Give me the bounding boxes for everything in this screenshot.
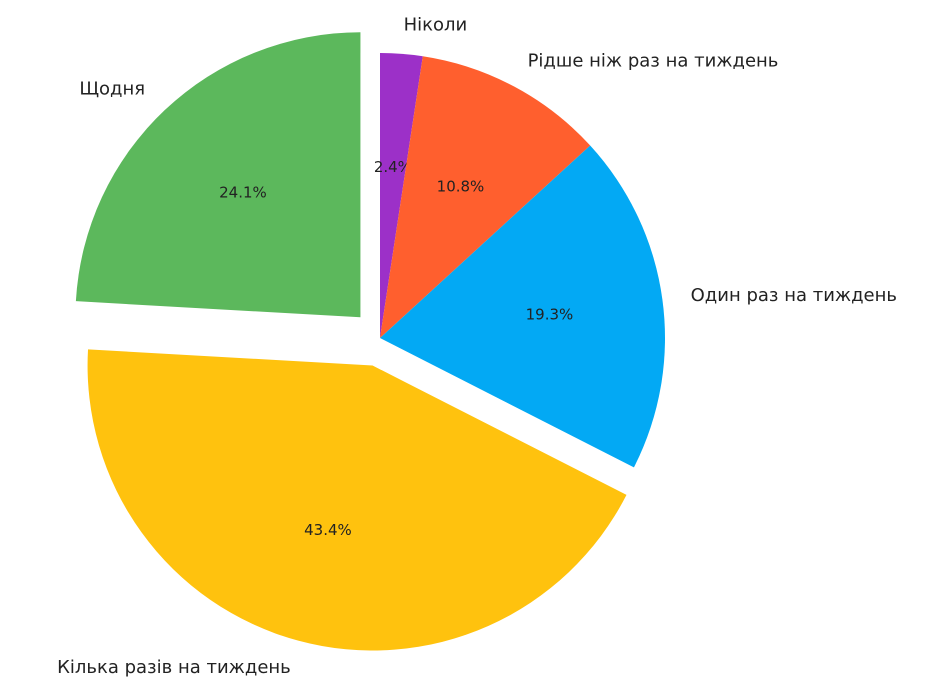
slice-percent: 19.3% — [526, 305, 574, 323]
pie-slice — [380, 56, 591, 338]
slice-label: Щодня — [79, 78, 145, 99]
slice-percent: 10.8% — [437, 178, 485, 196]
slice-percent: 2.4% — [374, 158, 412, 176]
slice-label: Рідше ніж раз на тиждень — [528, 50, 779, 71]
pie-slice — [380, 145, 666, 468]
pie-slice — [380, 53, 423, 338]
slice-label: Кілька разів на тиждень — [57, 657, 291, 678]
slice-percent: 43.4% — [304, 521, 352, 539]
pie-slice — [87, 349, 627, 651]
slice-percent: 24.1% — [219, 184, 267, 202]
slice-label: Один раз на тиждень — [691, 285, 897, 306]
pie-slice — [75, 32, 361, 318]
slice-label: Ніколи — [404, 14, 468, 35]
